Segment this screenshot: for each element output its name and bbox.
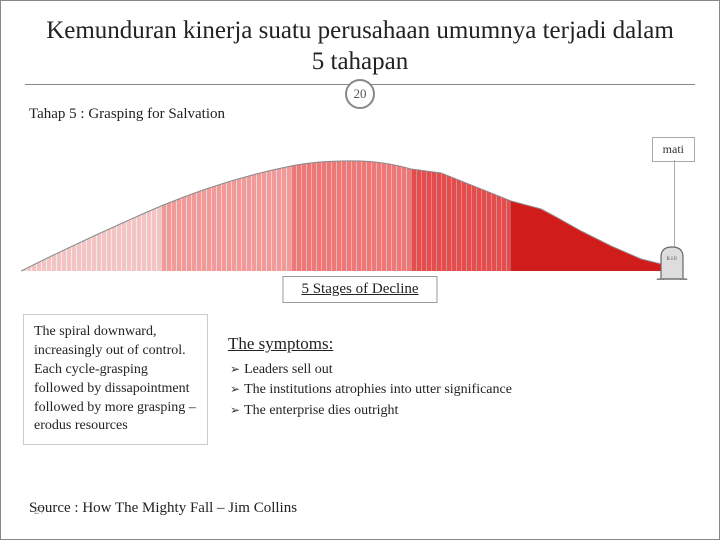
lower-content-row: The spiral downward, increasingly out of…: [23, 314, 697, 445]
stage-subtitle: Tahap 5 : Grasping for Salvation: [29, 106, 225, 123]
list-item: The enterprise dies outright: [230, 401, 685, 421]
slide-number-badge: 20: [345, 79, 375, 109]
decline-area-chart: [21, 151, 701, 281]
symptoms-list: Leaders sell out The institutions atroph…: [228, 360, 685, 421]
svg-text:R.I.P.: R.I.P.: [667, 257, 678, 262]
tombstone-icon: R.I.P.: [655, 243, 689, 281]
list-item: Leaders sell out: [230, 360, 685, 380]
slide-title: Kemunduran kinerja suatu perusahaan umum…: [1, 1, 719, 84]
slide-container: Kemunduran kinerja suatu perusahaan umum…: [0, 0, 720, 540]
symptoms-box: The symptoms: Leaders sell out The insti…: [216, 314, 697, 445]
list-item: The institutions atrophies into utter si…: [230, 380, 685, 400]
symptoms-heading: The symptoms:: [228, 334, 685, 354]
source-citation: Source : How The Mighty Fall – Jim Colli…: [29, 500, 297, 517]
stages-of-decline-label: 5 Stages of Decline: [282, 276, 437, 303]
description-box: The spiral downward, increasingly out of…: [23, 314, 208, 445]
